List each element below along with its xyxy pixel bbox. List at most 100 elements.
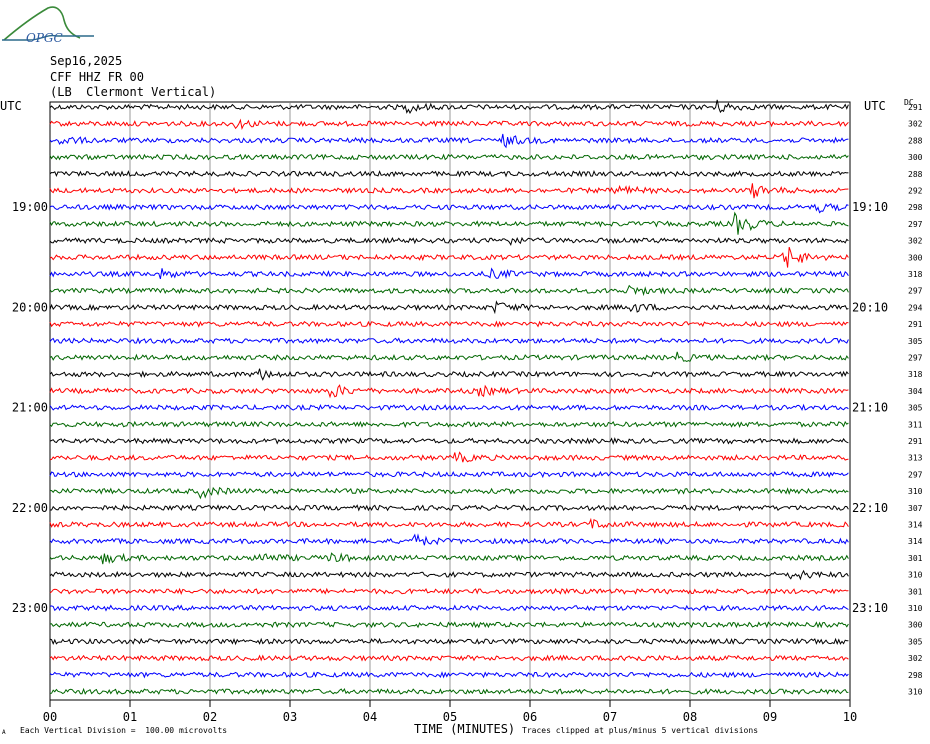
trace-line: [49, 403, 849, 412]
trace-line: [49, 153, 849, 161]
dc-value: 318: [908, 370, 923, 379]
left-hour-labels: 19:00 20:00 21:00 22:00 23:00: [12, 200, 48, 615]
corner-mark: A: [2, 729, 6, 736]
trace-line: [49, 203, 849, 214]
right-hour-label: 20:10: [852, 300, 888, 314]
dc-value: 310: [908, 571, 923, 580]
left-hour-label: 20:00: [12, 300, 48, 314]
trace-line: [49, 99, 849, 114]
dc-value: 318: [908, 270, 923, 279]
footer-scale-note: Each Vertical Division = 100.00 microvol…: [20, 726, 227, 735]
left-axis-label: UTC: [0, 99, 22, 113]
trace-line: [49, 671, 849, 679]
trace-line: [49, 437, 849, 445]
trace-line: [49, 587, 849, 596]
dc-value: 314: [908, 537, 923, 546]
trace-line: [49, 533, 849, 546]
dc-value: 307: [908, 504, 923, 513]
right-hour-labels: 19:10 20:10 21:10 22:10 23:10: [852, 200, 888, 615]
trace-line: [49, 170, 849, 178]
trace-line: [49, 246, 849, 268]
x-tick-label: 08: [683, 710, 697, 724]
dc-value: 313: [908, 454, 923, 463]
dc-value: 297: [908, 354, 923, 363]
dc-label: DC: [904, 98, 914, 107]
footer-clip-note: Traces clipped at plus/minus 5 vertical …: [522, 726, 758, 735]
dc-value: 298: [908, 671, 923, 680]
x-tick-labels: 00 01 02 03 04 05 06 07 08 09 10: [43, 700, 857, 724]
right-hour-label: 19:10: [852, 200, 888, 214]
dc-value: 302: [908, 237, 923, 246]
dc-value: 298: [908, 203, 923, 212]
trace-line: [49, 420, 849, 429]
dc-value: 297: [908, 470, 923, 479]
dc-value: 291: [908, 437, 923, 446]
right-hour-label: 23:10: [852, 601, 888, 615]
trace-line: [49, 486, 849, 500]
dc-value: 310: [908, 487, 923, 496]
dc-value: 302: [908, 654, 923, 663]
x-tick-label: 09: [763, 710, 777, 724]
dc-value: 288: [908, 136, 923, 145]
trace-line: [49, 336, 849, 345]
dc-value: 291: [908, 320, 923, 329]
x-tick-label: 07: [603, 710, 617, 724]
dc-value: 292: [908, 187, 923, 196]
trace-line: [49, 300, 849, 315]
trace-line: [49, 351, 849, 362]
x-tick-label: 03: [283, 710, 297, 724]
x-tick-label: 02: [203, 710, 217, 724]
x-tick-label: 06: [523, 710, 537, 724]
trace-line: [49, 368, 849, 381]
dc-value: 305: [908, 337, 923, 346]
trace-line: [49, 654, 849, 662]
trace-line: [49, 118, 849, 130]
trace-line: [49, 621, 849, 629]
x-tick-label: 05: [443, 710, 457, 724]
trace-line: [49, 267, 849, 280]
opgc-logo: OPGC: [2, 6, 94, 45]
dc-value: 301: [908, 587, 923, 596]
dc-value: 291: [908, 103, 923, 112]
dc-value: 314: [908, 521, 923, 530]
left-hour-label: 23:00: [12, 601, 48, 615]
dc-value: 300: [908, 153, 923, 162]
x-tick-label: 01: [123, 710, 137, 724]
dc-value: 310: [908, 688, 923, 697]
dc-value: 294: [908, 303, 923, 312]
dc-value: 305: [908, 404, 923, 413]
left-hour-label: 19:00: [12, 200, 48, 214]
header-date: Sep16,2025: [50, 54, 122, 68]
trace-line: [49, 637, 849, 646]
right-axis-label: UTC: [864, 99, 886, 113]
trace-line: [49, 687, 849, 696]
seismic-traces: [49, 99, 849, 696]
trace-line: [49, 604, 849, 612]
trace-line: [49, 183, 849, 199]
dc-value: 304: [908, 387, 923, 396]
header-station: CFF HHZ FR 00: [50, 70, 144, 84]
left-hour-label: 22:00: [12, 501, 48, 515]
dc-value: 297: [908, 220, 923, 229]
dc-value: 301: [908, 554, 923, 563]
right-hour-label: 22:10: [852, 501, 888, 515]
trace-line: [49, 552, 849, 565]
trace-line: [49, 236, 849, 246]
trace-line: [49, 517, 849, 529]
logo-swoosh: [3, 6, 81, 41]
vertical-gridlines: [129, 102, 771, 700]
x-axis-label: TIME (MINUTES): [414, 722, 515, 736]
header-location: (LB Clermont Vertical): [50, 85, 216, 99]
dc-value: 297: [908, 287, 923, 296]
logo-baseline: [2, 34, 94, 41]
right-hour-label: 21:10: [852, 401, 888, 415]
dc-values: 291 302 288 300 288 292 298 297 302 300 318 297 294 2…: [908, 103, 923, 697]
trace-line: [49, 284, 849, 297]
dc-value: 310: [908, 604, 923, 613]
dc-value: 300: [908, 253, 923, 262]
trace-line: [49, 451, 849, 463]
trace-line: [49, 211, 849, 235]
trace-line: [50, 504, 849, 512]
trace-line: [49, 133, 849, 149]
